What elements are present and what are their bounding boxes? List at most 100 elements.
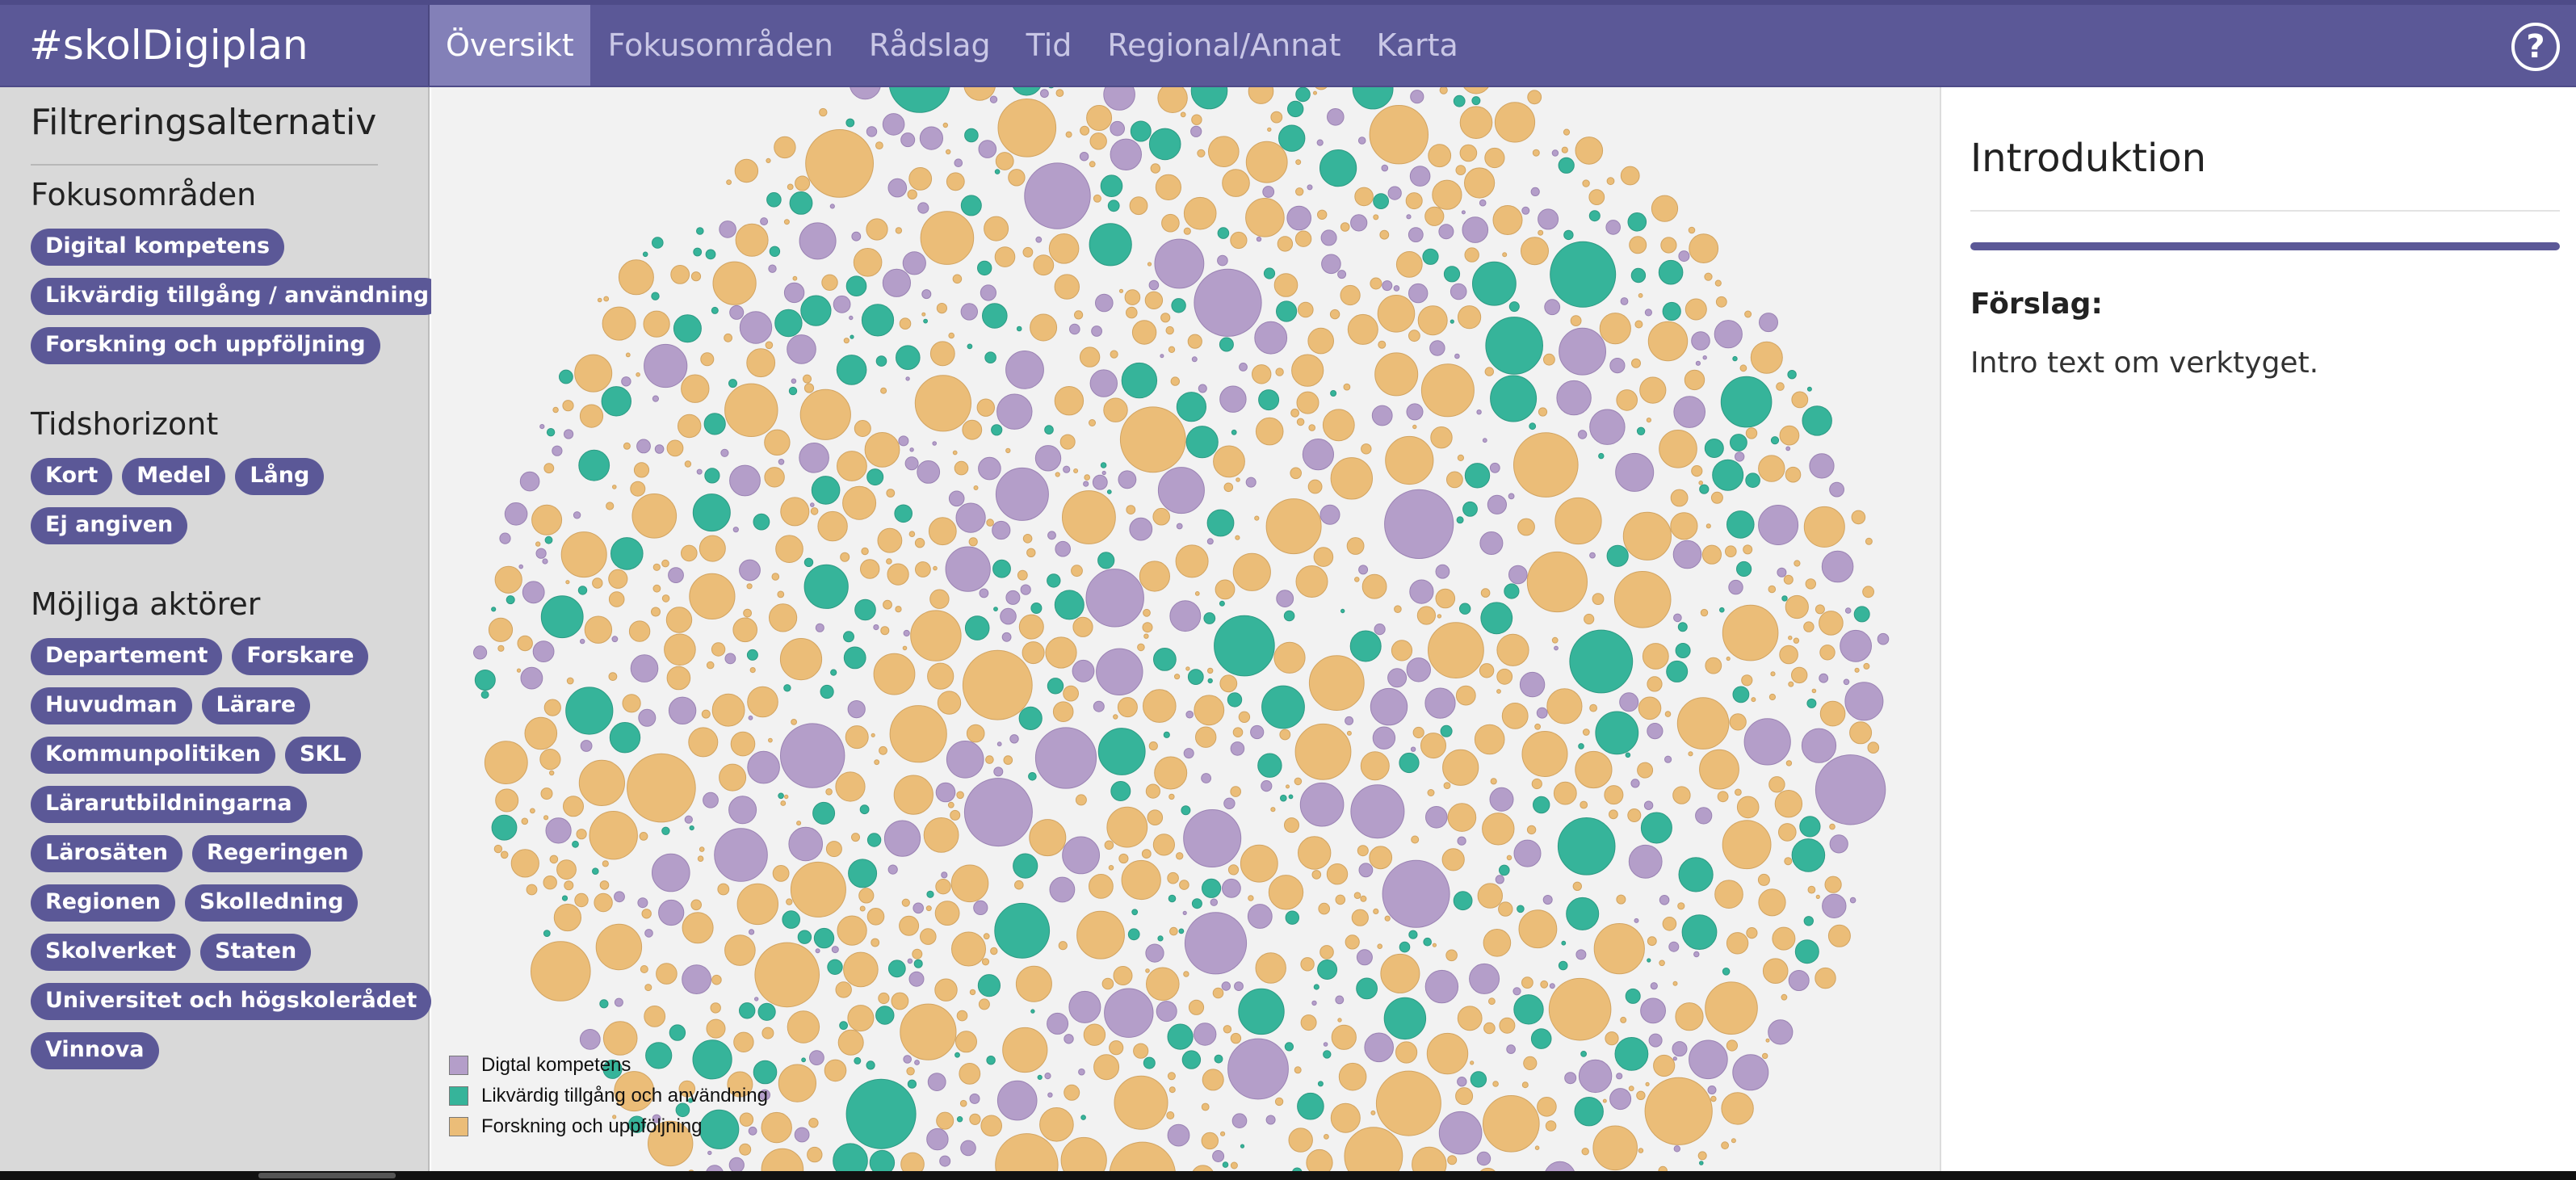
- bubble[interactable]: [1425, 806, 1448, 829]
- bubble[interactable]: [1219, 674, 1238, 693]
- bubble[interactable]: [1443, 266, 1461, 283]
- bubble[interactable]: [1307, 479, 1323, 494]
- bubble[interactable]: [592, 577, 603, 589]
- bubble[interactable]: [913, 959, 923, 968]
- bubble[interactable]: [1357, 136, 1366, 145]
- bubble[interactable]: [810, 507, 819, 515]
- bubble[interactable]: [946, 172, 965, 191]
- bubble[interactable]: [1317, 1081, 1324, 1087]
- bubble[interactable]: [1705, 981, 1758, 1035]
- bubble[interactable]: [1638, 696, 1662, 720]
- bubble[interactable]: [1770, 671, 1776, 677]
- bubble[interactable]: [768, 737, 773, 743]
- bubble[interactable]: [1867, 741, 1880, 754]
- bubble[interactable]: [1093, 1054, 1120, 1081]
- bubble[interactable]: [1195, 726, 1217, 748]
- bubble[interactable]: [1660, 237, 1677, 254]
- bubble[interactable]: [545, 817, 572, 844]
- bubble[interactable]: [960, 303, 978, 321]
- bubble[interactable]: [1117, 697, 1138, 718]
- bubble[interactable]: [637, 897, 648, 909]
- bubble[interactable]: [778, 459, 785, 465]
- bubble[interactable]: [1375, 1070, 1441, 1136]
- bubble[interactable]: [1277, 236, 1294, 252]
- filter-pill[interactable]: Lärosäten: [31, 835, 183, 872]
- bubble[interactable]: [1704, 272, 1713, 281]
- bubble[interactable]: [1168, 346, 1176, 353]
- bubble[interactable]: [1239, 363, 1248, 372]
- bubble[interactable]: [1532, 149, 1540, 157]
- bubble[interactable]: [978, 140, 997, 158]
- bubble[interactable]: [1076, 910, 1125, 960]
- bubble[interactable]: [1374, 352, 1419, 397]
- bubble[interactable]: [564, 429, 574, 439]
- bubble[interactable]: [913, 902, 925, 914]
- bubble[interactable]: [921, 312, 926, 317]
- bubble[interactable]: [1785, 594, 1809, 619]
- bubble[interactable]: [693, 247, 703, 257]
- bubble[interactable]: [1638, 293, 1643, 298]
- bubble[interactable]: [668, 567, 684, 583]
- bubble[interactable]: [1561, 146, 1568, 153]
- bubble[interactable]: [1265, 1115, 1276, 1125]
- bubble[interactable]: [1284, 817, 1299, 834]
- bubble[interactable]: [1100, 462, 1107, 468]
- bubble[interactable]: [1265, 498, 1322, 555]
- bubble[interactable]: [1201, 1102, 1210, 1111]
- bubble[interactable]: [678, 414, 702, 439]
- bubble[interactable]: [840, 552, 850, 562]
- bubble[interactable]: [1462, 216, 1489, 243]
- bubble[interactable]: [1145, 943, 1164, 963]
- bubble[interactable]: [1212, 987, 1224, 999]
- bubble[interactable]: [1078, 1068, 1085, 1076]
- bubble[interactable]: [1589, 552, 1596, 559]
- bubble[interactable]: [1101, 470, 1106, 476]
- filter-pill[interactable]: Regionen: [31, 884, 175, 922]
- bubble[interactable]: [1214, 615, 1275, 677]
- bubble[interactable]: [711, 974, 722, 985]
- bubble[interactable]: [795, 175, 811, 191]
- bubble[interactable]: [1194, 268, 1262, 337]
- bubble[interactable]: [1664, 755, 1672, 763]
- bubble[interactable]: [861, 304, 895, 337]
- bubble[interactable]: [753, 513, 770, 531]
- bubble[interactable]: [1039, 1107, 1074, 1142]
- bubble[interactable]: [1750, 341, 1783, 374]
- bubble[interactable]: [1768, 1019, 1794, 1045]
- bubble[interactable]: [743, 608, 753, 618]
- bubble[interactable]: [854, 1056, 862, 1065]
- bubble[interactable]: [956, 1116, 963, 1123]
- bubble[interactable]: [684, 815, 693, 824]
- bubble[interactable]: [1527, 90, 1542, 105]
- bubble[interactable]: [1176, 523, 1183, 530]
- bubble[interactable]: [959, 1099, 967, 1107]
- bubble[interactable]: [1732, 1054, 1769, 1091]
- bubble[interactable]: [1139, 561, 1171, 592]
- bubble[interactable]: [1496, 633, 1529, 666]
- bubble[interactable]: [1131, 320, 1157, 345]
- bubble[interactable]: [1276, 300, 1298, 322]
- bubble[interactable]: [1732, 355, 1738, 362]
- bubble[interactable]: [1704, 439, 1724, 458]
- bubble[interactable]: [1758, 455, 1785, 482]
- bubble[interactable]: [1446, 471, 1463, 489]
- bubble[interactable]: [749, 929, 755, 935]
- bubble[interactable]: [968, 537, 978, 547]
- bubble[interactable]: [1589, 409, 1626, 445]
- bubble[interactable]: [1604, 785, 1624, 805]
- bubble[interactable]: [1298, 301, 1314, 318]
- bubble[interactable]: [969, 1113, 981, 1125]
- bubble[interactable]: [656, 963, 678, 985]
- bubble[interactable]: [699, 1109, 740, 1149]
- bubble[interactable]: [980, 1115, 1003, 1137]
- bubble[interactable]: [1152, 834, 1176, 856]
- bubble[interactable]: [1002, 1027, 1048, 1073]
- bubble[interactable]: [983, 933, 990, 940]
- bubble[interactable]: [1819, 611, 1844, 636]
- bubble[interactable]: [1853, 606, 1870, 623]
- bubble[interactable]: [1208, 136, 1240, 167]
- bubble[interactable]: [1384, 915, 1391, 922]
- bubble[interactable]: [1536, 707, 1548, 719]
- bubble[interactable]: [1220, 1131, 1226, 1136]
- bubble[interactable]: [1726, 1039, 1739, 1052]
